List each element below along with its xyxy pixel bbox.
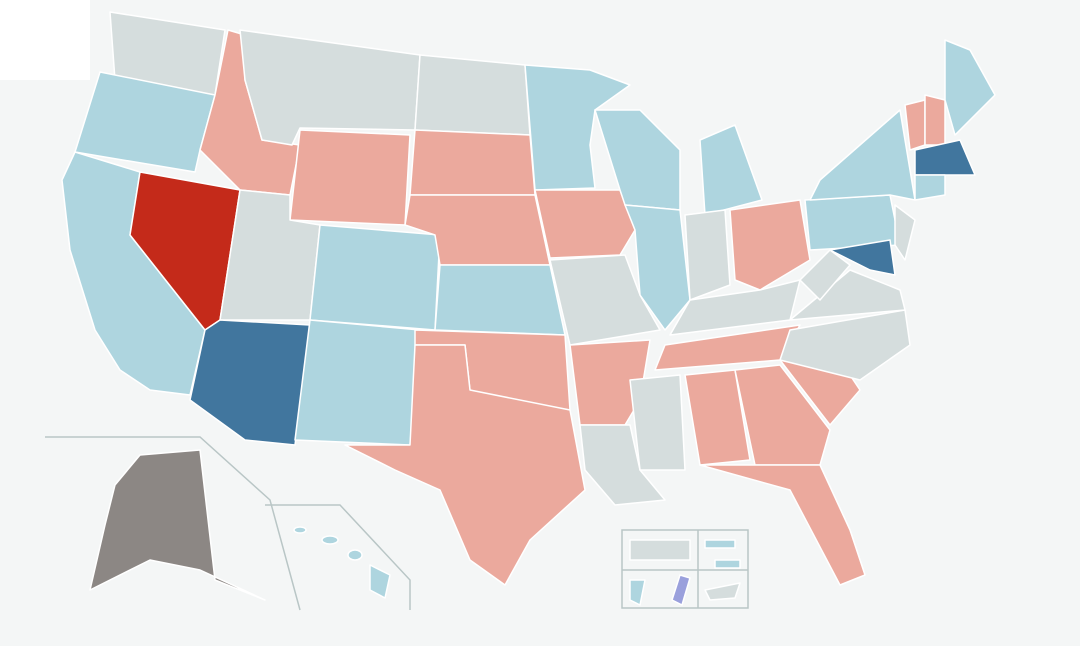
region: [321, 535, 339, 545]
blank-corner: [0, 0, 90, 80]
region: [629, 579, 646, 606]
region: [89, 449, 266, 601]
region: [549, 254, 661, 346]
region: [704, 582, 741, 601]
region: [809, 109, 916, 201]
inset-border: [621, 529, 749, 609]
region: [344, 344, 586, 586]
inset-border: [45, 436, 301, 611]
region: [409, 129, 536, 196]
region: [629, 374, 686, 471]
region: [799, 249, 851, 301]
region: [309, 224, 441, 331]
region: [534, 189, 636, 259]
region: [624, 204, 691, 331]
region: [434, 264, 566, 336]
region: [894, 204, 916, 261]
region: [924, 94, 946, 146]
region: [74, 71, 216, 173]
region: [629, 539, 691, 561]
region: [829, 239, 896, 276]
region: [699, 464, 866, 586]
region: [684, 209, 731, 301]
region: [369, 564, 391, 599]
region: [671, 574, 691, 606]
region: [914, 174, 946, 201]
region: [779, 309, 911, 381]
region: [294, 319, 421, 446]
region: [729, 199, 811, 291]
region: [569, 339, 651, 426]
region: [669, 279, 801, 336]
region: [734, 364, 831, 466]
states: [61, 11, 996, 606]
region: [289, 129, 411, 226]
region: [704, 539, 736, 549]
region: [347, 549, 363, 561]
region: [579, 424, 666, 506]
region: [293, 526, 307, 534]
region: [414, 54, 531, 136]
region: [914, 139, 976, 176]
inset-border: [265, 504, 411, 610]
region: [699, 124, 763, 216]
region: [714, 559, 741, 569]
region: [684, 369, 751, 466]
region: [944, 39, 996, 136]
